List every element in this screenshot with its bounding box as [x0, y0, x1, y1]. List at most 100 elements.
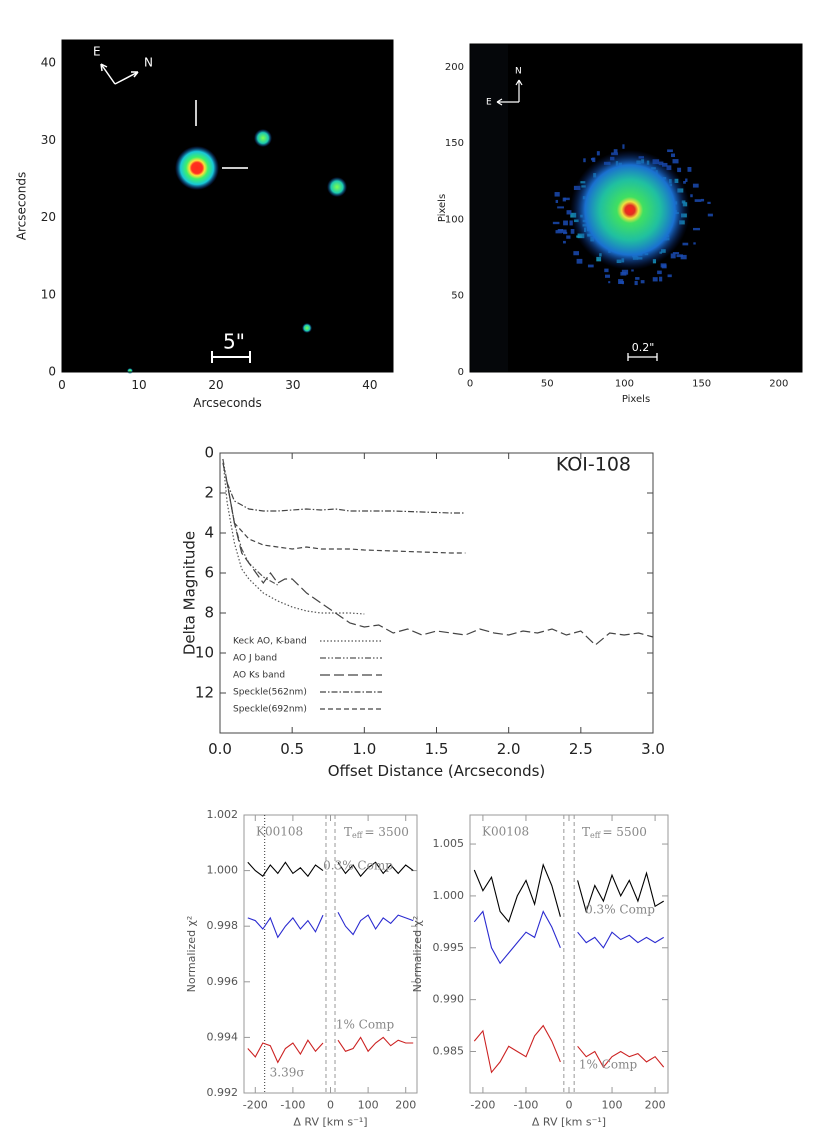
y-tick-label: 50: [451, 291, 464, 302]
y-tick-label: 12: [195, 684, 214, 702]
x-axis-label: Δ RV [km s⁻¹]: [532, 1115, 606, 1128]
teff-value: = 3500: [364, 825, 408, 839]
speckle: [604, 274, 610, 278]
x-tick-label: 100: [615, 379, 634, 390]
x-tick-label: -200: [243, 1098, 268, 1111]
y-tick-label: 30: [41, 133, 56, 147]
y-tick-label: 0.992: [207, 1086, 239, 1099]
y-axis-label: Normalized χ²: [411, 916, 424, 993]
x-axis-label: Offset Distance (Arcseconds): [328, 762, 546, 780]
x-tick-label: 2.0: [497, 740, 521, 758]
y-tick-label: 0.995: [433, 941, 465, 954]
detection-label: 3.39σ: [270, 1066, 305, 1080]
x-tick-label: 100: [358, 1098, 379, 1111]
chart-title: K00108: [256, 825, 303, 839]
star: [127, 368, 133, 374]
compass-north: N: [144, 56, 153, 70]
speckle: [557, 228, 564, 232]
plot-frame: [61, 39, 394, 373]
y-tick-label: 0.990: [433, 993, 465, 1006]
y-tick-label: 150: [445, 138, 464, 149]
speckle: [693, 227, 700, 231]
speckle: [652, 277, 658, 282]
legend-label: AO J band: [233, 654, 277, 664]
compass-arrow: [100, 63, 139, 85]
plot-frame: [469, 43, 803, 373]
series-line: [247, 861, 414, 878]
x-tick-label: 200: [645, 1098, 666, 1111]
speckle: [587, 264, 594, 268]
star: [254, 129, 272, 147]
speckle: [682, 242, 689, 246]
x-tick-label: 40: [362, 378, 377, 392]
x-tick-label: 20: [208, 378, 223, 392]
speckle: [569, 220, 573, 226]
speckle: [590, 157, 595, 161]
scale-label: 5": [223, 330, 245, 354]
series-label: 0.3% Comp: [323, 859, 393, 873]
series-line: [226, 482, 466, 554]
y-axis-label: Pixels: [437, 194, 448, 222]
speckle: [554, 192, 560, 197]
series-label: 1% Comp: [579, 1058, 638, 1072]
y-tick-label: 10: [41, 287, 56, 301]
speckle: [563, 240, 566, 244]
star: [175, 146, 219, 190]
speckle: [561, 229, 567, 233]
teff-label: Teff = 5500: [582, 825, 647, 841]
scale-bar: [211, 351, 251, 363]
star: [302, 323, 312, 333]
speckle: [563, 231, 568, 235]
compass-east: E: [486, 98, 492, 108]
speckle: [693, 242, 696, 245]
y-tick-label: 6: [204, 564, 214, 582]
speckle: [680, 254, 687, 260]
speckle: [677, 167, 682, 173]
y-tick-label: 0.998: [207, 919, 239, 932]
speckle: [631, 269, 634, 272]
x-tick-label: 3.0: [641, 740, 665, 758]
y-tick-label: 1.005: [433, 837, 465, 850]
speckle: [566, 235, 571, 239]
speckle: [583, 158, 586, 163]
legend-label: Speckle(562nm): [233, 688, 307, 698]
speckle: [685, 178, 688, 182]
speckle: [707, 213, 713, 217]
y-tick-label: 1.002: [207, 808, 239, 821]
teff-symbol: T: [582, 825, 590, 839]
series-label: 0.3% Comp: [585, 903, 655, 917]
speckle: [576, 258, 583, 264]
x-tick-label: -100: [280, 1098, 305, 1111]
y-tick-label: 4: [204, 524, 214, 542]
y-tick-label: 1.000: [433, 889, 465, 902]
teff-label: Teff = 3500: [344, 825, 409, 841]
x-tick-label: 2.5: [569, 740, 593, 758]
y-tick-label: 2: [204, 484, 214, 502]
speckle: [694, 199, 702, 202]
scale-label: 0.2": [632, 341, 655, 354]
teff-subscript: eff: [590, 831, 602, 840]
teff-symbol: T: [344, 825, 352, 839]
speckle: [552, 221, 560, 225]
series-line: [226, 482, 466, 514]
speckle: [690, 194, 693, 198]
speckle: [670, 253, 676, 259]
speckle: [563, 197, 570, 201]
y-tick-label: 0: [48, 365, 56, 379]
speckle: [555, 230, 562, 234]
x-tick-label: 0.5: [280, 740, 304, 758]
y-axis-label: Normalized χ²: [185, 916, 198, 993]
x-axis-label: Pixels: [622, 394, 650, 405]
speckle: [555, 199, 559, 204]
speckle: [570, 228, 575, 234]
y-tick-label: 0.996: [207, 975, 239, 988]
series-line: [473, 1024, 665, 1074]
x-tick-label: 10: [131, 378, 146, 392]
x-tick-label: 0: [327, 1098, 334, 1111]
speckle: [622, 144, 625, 149]
speckle: [563, 220, 568, 226]
y-tick-label: 1.000: [207, 864, 239, 877]
y-tick-label: 0.985: [433, 1045, 465, 1058]
speckle: [596, 151, 600, 156]
speckle: [660, 263, 667, 268]
